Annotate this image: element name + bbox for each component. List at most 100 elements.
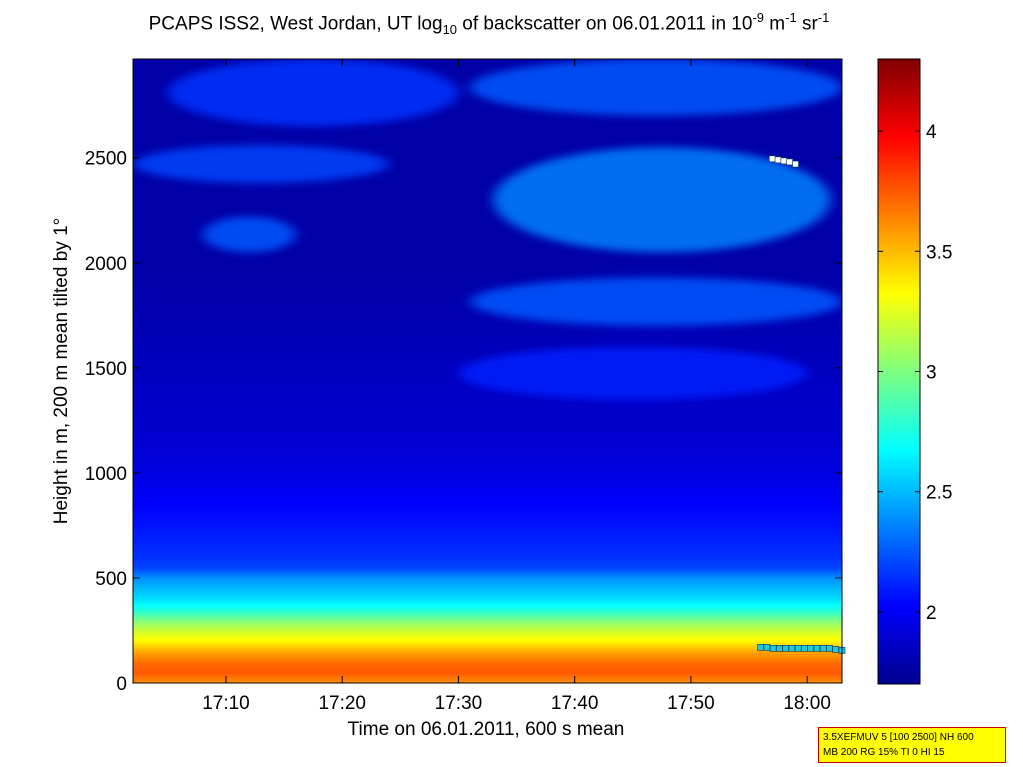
heatmap-band <box>133 576 842 579</box>
colorbar-tick-label: 3.5 <box>926 242 952 263</box>
heatmap-band <box>133 593 842 597</box>
marker-point <box>813 645 821 652</box>
heatmap-band <box>133 248 842 257</box>
marker-point <box>832 646 840 653</box>
colorbar <box>877 58 921 685</box>
heatmap-band <box>133 623 842 626</box>
heatmap-band <box>133 581 842 584</box>
aerosol-features <box>133 59 842 400</box>
heatmap-band <box>133 604 842 607</box>
marker-point <box>774 156 782 164</box>
heatmap-band <box>133 535 842 541</box>
heatmap-band <box>133 532 842 537</box>
heatmap-band <box>133 590 842 593</box>
heatmap-band <box>133 598 842 602</box>
heatmap-band <box>133 567 842 570</box>
heatmap-band <box>133 122 842 131</box>
heatmap-band <box>133 479 842 488</box>
heatmap-band <box>133 609 842 612</box>
heatmap-band <box>133 644 842 647</box>
heatmap-band <box>133 600 842 604</box>
heatmap-band <box>133 486 842 495</box>
x-axis-ticks: 17:10 17:20 17:30 17:40 17:50 18:00 <box>202 59 831 714</box>
heatmap-band <box>133 472 842 481</box>
heatmap-band <box>133 584 842 588</box>
marker-point <box>757 643 764 651</box>
y-tick-label: 1000 <box>85 464 127 485</box>
heatmap-band <box>133 451 842 460</box>
heatmap-band <box>133 625 842 628</box>
marker-point <box>819 645 827 652</box>
y-tick-label: 2000 <box>85 254 127 275</box>
marker-point <box>768 155 776 163</box>
x-tick-label: 17:30 <box>435 693 483 714</box>
marker-point <box>776 645 783 652</box>
heatmap-band <box>133 654 842 658</box>
x-tick-label: 17:20 <box>318 693 366 714</box>
aerosol-feature <box>493 147 831 253</box>
heatmap-band <box>133 241 842 250</box>
marker-point <box>792 160 799 168</box>
heatmap-band <box>133 437 842 446</box>
heatmap-band <box>133 565 842 569</box>
heatmap-band <box>133 572 842 576</box>
heatmap-band <box>133 416 842 425</box>
heatmap-band <box>133 542 842 548</box>
aerosol-feature <box>202 216 296 253</box>
heatmap-band <box>133 409 842 418</box>
heatmap-band <box>133 616 842 619</box>
heatmap-band <box>133 255 842 264</box>
marker-point <box>794 645 802 652</box>
heatmap-band <box>133 234 842 243</box>
heatmap-band <box>133 583 842 586</box>
heatmap-band <box>133 658 842 661</box>
y-tick-label: 2500 <box>85 149 127 170</box>
heatmap-band <box>133 635 842 639</box>
colorbar-tick-label: 3 <box>926 363 937 384</box>
aerosol-feature <box>470 277 842 326</box>
heatmap-band <box>133 157 842 166</box>
heatmap-band <box>133 507 842 516</box>
heatmap-band <box>133 562 842 565</box>
heatmap-band <box>133 115 842 124</box>
marker-point <box>769 645 777 652</box>
marker-point <box>788 645 796 652</box>
heatmap-band <box>133 674 842 677</box>
heatmap-band <box>133 311 842 320</box>
heatmap-band <box>133 129 842 138</box>
marker-point <box>782 645 789 652</box>
heatmap-band <box>133 586 842 590</box>
heatmap-band <box>133 549 842 555</box>
heatmap-band <box>133 395 842 404</box>
heatmap-band <box>133 325 842 334</box>
y-axis-ticks: 0 500 1000 1500 2000 2500 <box>85 149 842 695</box>
heatmap-band <box>133 588 842 591</box>
heatmap-band <box>133 619 842 623</box>
heatmap-band <box>133 668 842 672</box>
heatmap-band <box>133 607 842 611</box>
marker-point <box>763 643 771 651</box>
heatmap-band <box>133 143 842 152</box>
heatmap-band <box>133 661 842 665</box>
plot-frame <box>132 58 843 684</box>
heatmap-band <box>133 318 842 327</box>
marker-point <box>780 157 788 165</box>
heatmap-band <box>133 101 842 110</box>
heatmap-band <box>133 150 842 159</box>
heatmap-band <box>133 262 842 271</box>
heatmap-band <box>133 346 842 355</box>
info-line-2: MB 200 RG 15% TI 0 HI 15 <box>823 747 945 758</box>
heatmap-band <box>133 628 842 632</box>
heatmap-band <box>133 632 842 635</box>
heatmap-band <box>133 521 842 527</box>
heatmap-band <box>133 556 842 560</box>
colorbar-tick-label: 4 <box>926 122 937 143</box>
heatmap-band <box>133 430 842 439</box>
heatmap-band <box>133 660 842 663</box>
heatmap-band <box>133 618 842 621</box>
heatmap-band <box>133 185 842 194</box>
heatmap-band <box>133 646 842 649</box>
heatmap-band <box>133 199 842 208</box>
heatmap-band <box>133 626 842 630</box>
